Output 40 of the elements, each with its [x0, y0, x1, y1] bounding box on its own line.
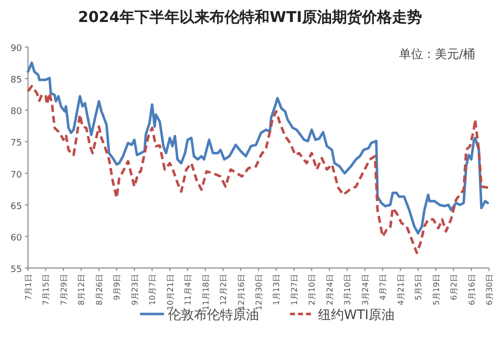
y-tick-label: 55 [10, 265, 22, 275]
line-series [26, 84, 490, 254]
chart-title: 2024年下半年以来布伦特和WTI原油期货价格走势 [78, 8, 422, 26]
x-tick-label: 8月12日 [77, 274, 86, 306]
y-tick-label: 80 [10, 107, 22, 118]
y-tick-label: 70 [10, 170, 22, 180]
x-tick-label: 6月30日 [485, 274, 494, 306]
legend-label: 纽约WTI原油 [318, 308, 395, 323]
y-tick-label: 90 [10, 44, 22, 54]
x-tick-label: 4月21日 [396, 274, 406, 306]
x-tick-label: 7月15日 [42, 274, 51, 306]
x-tick-label: 6月2日 [450, 274, 459, 300]
x-tick-label: 3月24日 [360, 274, 370, 306]
x-tick-label: 10月21日 [166, 274, 175, 310]
x-tick-label: 12月2日 [219, 274, 228, 306]
x-tick-label: 11月4日 [184, 274, 193, 306]
x-tick-label: 9月23日 [130, 274, 140, 306]
x-tick-label: 9月9日 [112, 274, 122, 300]
x-tick-label: 4月7日 [378, 274, 388, 300]
x-tick-label: 2月10日 [308, 274, 317, 306]
y-tick-label: 85 [10, 76, 22, 86]
y-tick-label: 60 [10, 233, 22, 244]
x-tick-label: 6月16日 [467, 274, 476, 306]
x-tick-label: 5月5日 [414, 274, 424, 300]
annotation: 单位：美元/桶 [398, 47, 475, 61]
x-tick-label: 10月7日 [148, 274, 158, 306]
y-tick-label: 75 [10, 138, 22, 149]
x-tick-label: 1月27日 [290, 274, 299, 306]
x-tick-label: 3月10日 [343, 274, 352, 306]
x-tick-label: 1月13日 [272, 274, 282, 306]
legend-label: 伦敦布伦特原油 [168, 308, 259, 323]
line-series [26, 62, 489, 235]
x-tick-label: 2月24日 [325, 274, 334, 306]
x-tick-label: 7月29日 [59, 274, 68, 306]
x-tick-label: 7月1日 [24, 274, 33, 300]
y-tick-label: 65 [10, 202, 22, 212]
x-tick-label: 11月18日 [201, 274, 210, 310]
x-tick-label: 5月19日 [432, 274, 441, 306]
x-tick-label: 8月26日 [94, 274, 104, 306]
x-tick-label: 12月30日 [254, 274, 264, 310]
